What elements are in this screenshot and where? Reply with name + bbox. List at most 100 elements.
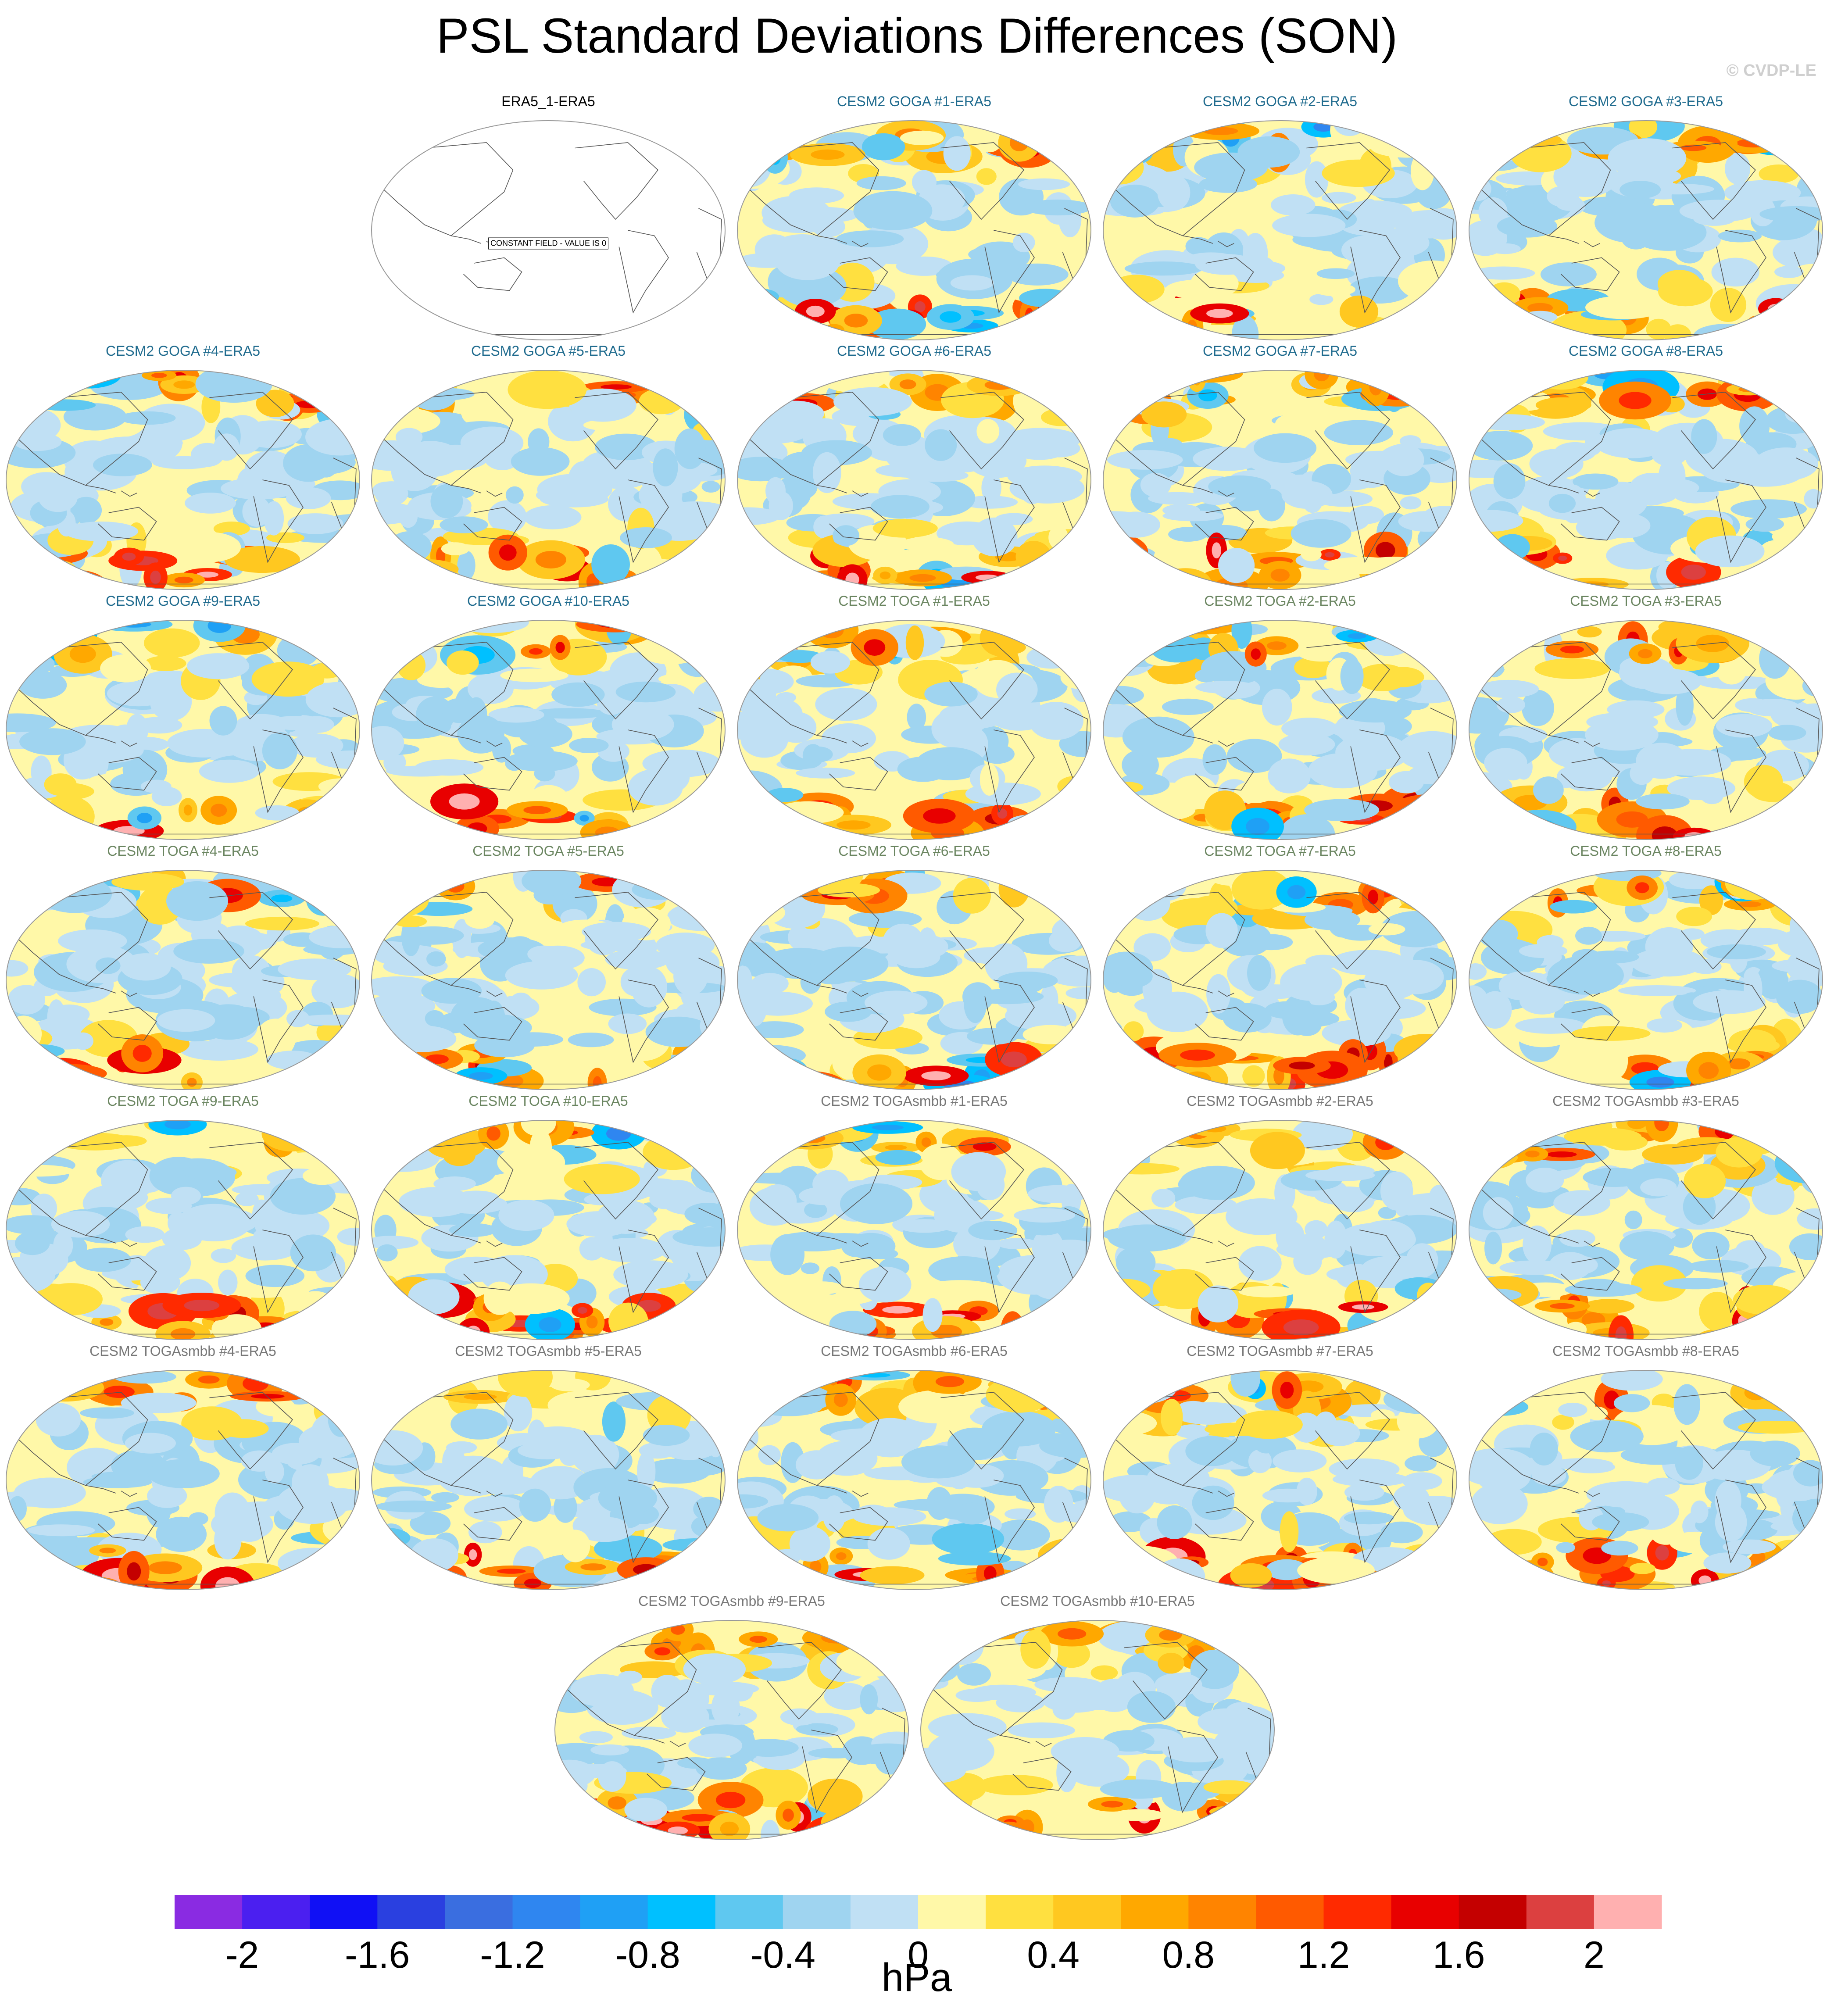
anomaly-cell [19,728,86,755]
anomaly-cell [1469,1558,1503,1587]
anomaly-cell [1675,1446,1703,1480]
colorbar-box [986,1895,1054,1929]
anomaly-cell [36,1403,81,1437]
anomaly-cell [1076,1825,1140,1840]
anomaly-cell [1775,1071,1811,1083]
anomaly-cell [1547,186,1580,207]
anomaly-cell [388,1025,457,1052]
anomaly-cell [322,1053,354,1069]
anomaly-cell [1399,794,1457,811]
anomaly-core [1251,648,1261,660]
anomaly-cell [1049,929,1082,952]
panel-title: CESM2 TOGAsmbb #10-ERA5 [1000,1593,1195,1609]
colorbar-tick-label: -1.6 [345,1934,410,1976]
anomaly-cell [900,130,944,145]
anomaly-core [806,305,825,317]
anomaly-core [1287,885,1306,899]
map-outline [1103,870,1457,1090]
anomaly-cell [1585,295,1664,319]
anomaly-cell [1122,750,1159,780]
anomaly-cell [1278,733,1335,756]
anomaly-cell [899,537,954,552]
anomaly-cell [651,822,672,836]
anomaly-cell [1192,1485,1234,1520]
anomaly-cell [512,744,554,758]
anomaly-core [1368,890,1378,904]
anomaly-cell [1477,679,1539,698]
anomaly-core [53,812,68,823]
anomaly-cell [1693,990,1766,1014]
anomaly-core [1408,1054,1432,1069]
anomaly-core [1220,1624,1236,1640]
anomaly-cell [1014,1208,1075,1223]
anomaly-core [688,879,714,887]
anomaly-core [1473,1296,1489,1306]
anomaly-cell [995,513,1033,525]
anomaly-cell [1185,1436,1238,1466]
anomaly-core [164,1120,191,1130]
anomaly-cell [1103,1373,1176,1405]
anomaly-cell [75,442,101,454]
anomaly-core [436,1370,449,1383]
anomaly-cell [372,1377,393,1418]
anomaly-cell [1106,1054,1143,1079]
anomaly-cell [1797,1208,1823,1230]
anomaly-cell [618,1670,642,1684]
anomaly-core [832,1816,851,1829]
anomaly-core [449,793,480,810]
anomaly-cell [305,682,360,718]
field-shading [1469,620,1823,840]
anomaly-cell [1378,1207,1397,1219]
anomaly-cell [17,804,41,827]
anomaly-core [1438,1555,1455,1571]
anomaly-cell [1663,1278,1728,1290]
anomaly-cell [47,999,66,1037]
anomaly-cell [211,1248,236,1263]
anomaly-cell [1774,266,1804,278]
constant-field-note: CONSTANT FIELD - VALUE IS 0 [488,237,609,250]
anomaly-cell [534,766,555,782]
anomaly-cell [296,1291,335,1318]
anomaly-cell [853,191,933,230]
anomaly-cell [643,1120,690,1130]
anomaly-cell [1036,317,1075,340]
anomaly-cell [743,991,813,1016]
anomaly-cell [1383,1384,1457,1414]
anomaly-cell [241,1450,278,1472]
anomaly-cell [6,384,58,407]
anomaly-cell [1103,686,1144,705]
anomaly-core [688,1573,702,1586]
anomaly-core [688,826,704,836]
anomaly-cell [1693,212,1735,226]
anomaly-cell [679,799,725,818]
anomaly-cell [767,400,824,426]
anomaly-cell [1738,1421,1816,1434]
anomaly-core [879,571,891,579]
anomaly-core [1401,573,1434,589]
anomaly-core [749,1370,765,1385]
anomaly-core [737,1047,752,1063]
anomaly-cell [630,966,667,1008]
colorbar-tick-label: -1.2 [480,1934,545,1976]
anomaly-cell [1237,136,1300,168]
anomaly-cell [836,230,904,247]
anomaly-core [1472,885,1482,900]
anomaly-cell [431,1492,459,1503]
anomaly-cell [737,1140,770,1176]
anomaly-cell [1188,370,1206,392]
anomaly-core [407,1569,440,1580]
anomaly-cell [1745,517,1784,532]
anomaly-core [187,1078,197,1087]
anomaly-cell [737,1422,759,1451]
anomaly-cell [426,951,446,967]
anomaly-cell [1391,381,1450,397]
anomaly-core [739,1149,759,1166]
anomaly-cell [1266,1559,1308,1580]
anomaly-cell [1725,870,1779,901]
anomaly-cell [157,1009,215,1032]
colorbar-box [1188,1895,1257,1929]
anomaly-core [838,1827,860,1838]
anomaly-cell [1754,447,1818,481]
anomaly-cell [1108,275,1165,304]
anomaly-cell [307,808,360,840]
